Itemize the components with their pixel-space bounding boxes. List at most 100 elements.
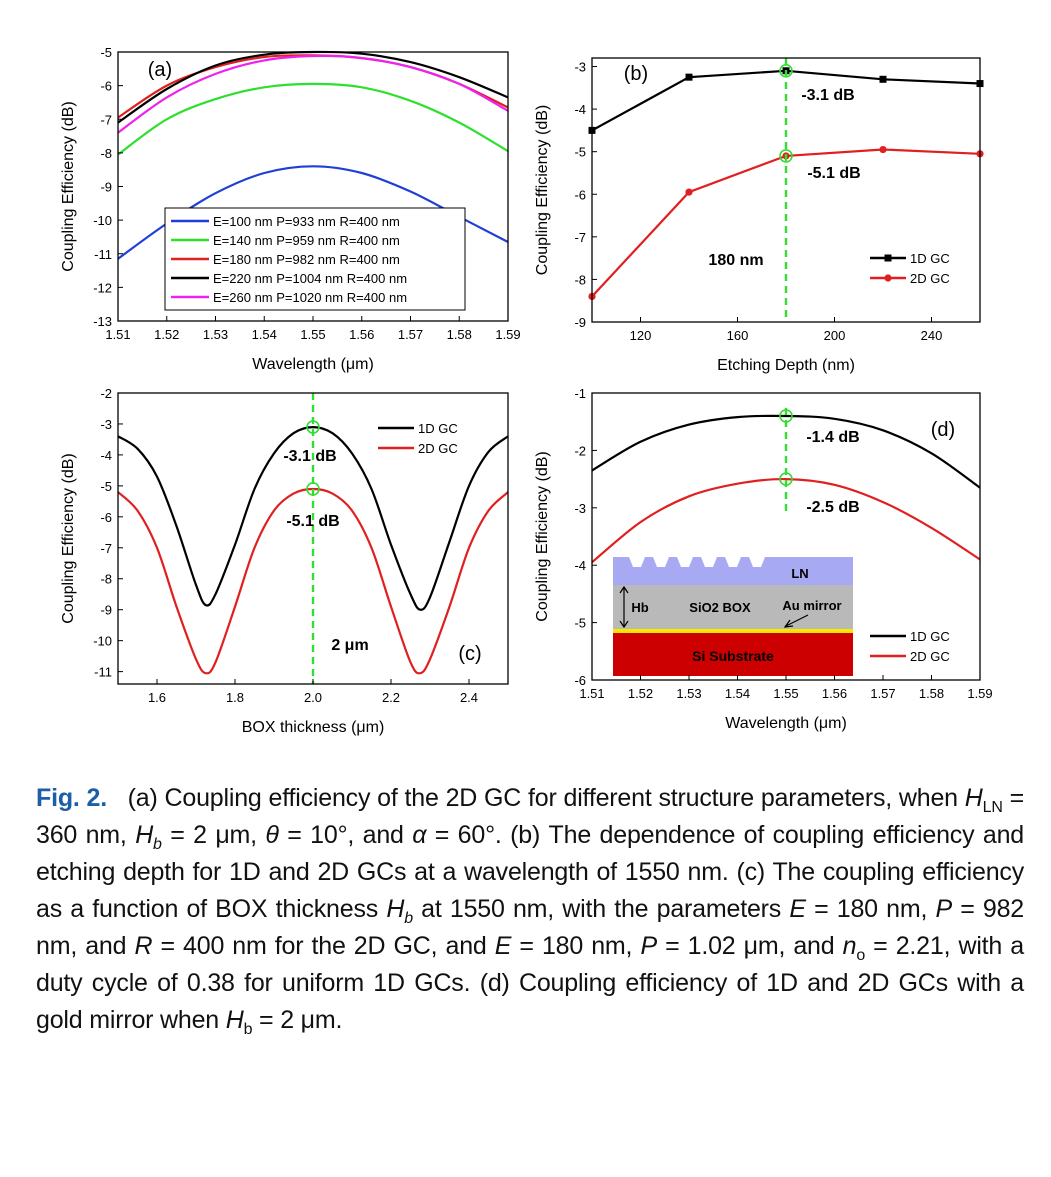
x-tick-label: 1.55 [300, 327, 325, 342]
chart-panel-b: 120 160 200 240 -9 -8 -7 -6 -5 -4 -3 Etching Depth … [534, 57, 984, 374]
legend-box [164, 207, 466, 311]
y-tick-label: -8 [574, 272, 586, 287]
panel-label: (c) [458, 643, 481, 665]
highlight-circle [779, 409, 793, 423]
y-tick-label: -7 [100, 112, 112, 127]
chart-panel-a: 1.51 1.52 1.53 1.54 1.55 1.56 1.57 1.58 1.59 -13 -… [60, 45, 521, 373]
annotation-label: 180 nm [708, 252, 763, 269]
inset-structure: LN Hb SiO2 BOX Au mirror Si Substrate [613, 557, 853, 676]
x-axis-title: BOX thickness (μm) [242, 719, 385, 736]
annotation-label: 2 μm [331, 637, 368, 654]
legend-label: 2D GC [910, 271, 950, 286]
panel-label: (a) [148, 59, 172, 81]
x-tick-label: 1.59 [967, 686, 992, 701]
highlight-circle [779, 63, 793, 78]
annotation-label: -3.1 dB [801, 87, 854, 104]
y-tick-label: -6 [574, 187, 586, 202]
y-tick-label: -3 [574, 60, 586, 75]
x-axis-title: Wavelength (μm) [252, 356, 374, 373]
caption-text: (a) Coupling efficiency of the 2D GC for… [36, 784, 1025, 1038]
x-tick-label: 1.57 [870, 686, 895, 701]
x-tick-label: 1.8 [226, 690, 244, 705]
y-tick-label: -7 [100, 541, 112, 556]
x-axis-title: Wavelength (μm) [725, 715, 847, 732]
y-tick-label: -3 [574, 501, 586, 516]
y-axis-title: Coupling Efficiency (dB) [60, 101, 77, 271]
ln-layer [613, 557, 853, 585]
x-tick-label: 200 [824, 328, 846, 343]
annotation-label: -5.1 dB [807, 165, 860, 182]
y-tick-label: -4 [100, 448, 112, 463]
y-tick-label: -6 [100, 510, 112, 525]
x-tick-label: 1.58 [919, 686, 944, 701]
figure: 1.51 1.52 1.53 1.54 1.55 1.56 1.57 1.58 1.59 -13 -… [60, 45, 993, 736]
legend-label: 2D GC [910, 649, 950, 664]
highlight-circle [306, 482, 320, 496]
legend-label: 2D GC [418, 441, 458, 456]
highlight-circle [779, 149, 793, 163]
series-line-3 [117, 54, 509, 119]
panel-label: (b) [624, 63, 648, 85]
x-tick-label: 1.56 [349, 327, 374, 342]
x-tick-label: 1.56 [822, 686, 847, 701]
x-tick-label: 2.0 [304, 690, 322, 705]
hb-arrow [619, 585, 629, 629]
data-point [879, 145, 887, 154]
x-tick-label: 120 [630, 328, 652, 343]
legend-label: E=140 nm P=959 nm R=400 nm [213, 233, 400, 248]
annotation-label: -1.4 dB [806, 429, 859, 446]
legend-label: E=180 nm P=982 nm R=400 nm [213, 252, 400, 267]
y-tick-label: -9 [100, 603, 112, 618]
y-tick-label: -5 [574, 616, 586, 631]
y-tick-label: -12 [93, 280, 112, 295]
y-tick-label: -10 [93, 213, 112, 228]
y-tick-label: -4 [574, 102, 586, 117]
series-line-1 [591, 414, 981, 489]
y-tick-label: -9 [574, 315, 586, 330]
substrate-layer [613, 633, 853, 676]
highlight-circle [779, 472, 793, 486]
x-tick-label: 240 [921, 328, 943, 343]
annotation-label: -5.1 dB [286, 513, 339, 530]
x-tick-label: 1.53 [203, 327, 228, 342]
au-mirror-layer [613, 629, 853, 633]
data-point [685, 73, 693, 81]
x-axis-title: Etching Depth (nm) [717, 357, 855, 374]
y-tick-label: -7 [574, 230, 586, 245]
x-tick-label: 1.59 [495, 327, 520, 342]
box-layer [613, 585, 853, 630]
legend-label: 1D GC [418, 421, 458, 436]
chart-panel-d: LN Hb SiO2 BOX Au mirror Si Substrate 1.51 1.5… [534, 386, 993, 732]
y-tick-label: -2 [100, 386, 112, 401]
inset-label-box: SiO2 BOX [689, 600, 751, 615]
series-line-1 [117, 425, 509, 611]
y-axis-title: Coupling Efficiency (dB) [60, 453, 77, 623]
legend-label: E=220 nm P=1004 nm R=400 nm [213, 271, 407, 286]
x-tick-label: 1.51 [105, 327, 130, 342]
x-tick-label: 1.54 [252, 327, 277, 342]
chart-panel-c: 1.6 1.8 2.0 2.2 2.4 -11 -10 -9 -8 -7 -6 -5 -4 -3 -2 BOX… [60, 386, 509, 736]
y-axis-title: Coupling Efficiency (dB) [534, 451, 551, 621]
series-line-4 [117, 50, 509, 124]
x-tick-label: 1.52 [154, 327, 179, 342]
plot-frame [591, 57, 981, 323]
inset-label-ln: LN [791, 566, 808, 581]
series-line-5 [117, 54, 509, 134]
y-tick-label: -2 [574, 443, 586, 458]
annotation-label: -3.1 dB [283, 448, 336, 465]
inset-label-hb: Hb [631, 600, 648, 615]
x-tick-label: 1.51 [579, 686, 604, 701]
x-tick-label: 160 [727, 328, 749, 343]
series-line-2 [117, 82, 509, 156]
caption-label: Fig. 2. [36, 784, 107, 812]
x-tick-label: 1.52 [628, 686, 653, 701]
legend-label: E=260 nm P=1020 nm R=400 nm [213, 290, 407, 305]
y-tick-label: -6 [574, 673, 586, 688]
x-tick-label: 1.57 [398, 327, 423, 342]
y-tick-label: -5 [574, 145, 586, 160]
y-tick-label: -11 [94, 665, 112, 680]
y-tick-label: -1 [574, 386, 586, 401]
series-line-2 [591, 477, 981, 564]
data-point [685, 188, 693, 196]
x-tick-label: 2.2 [382, 690, 400, 705]
